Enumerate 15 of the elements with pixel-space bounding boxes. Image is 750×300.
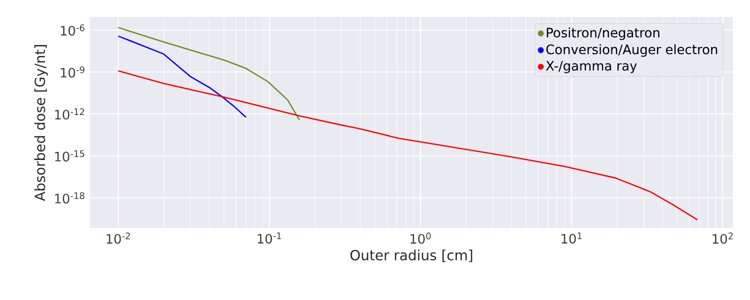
x-tick-label: 10$^{2}$ (712, 232, 733, 244)
y-tick-label: 10$^{-9}$ (60, 66, 84, 78)
y-tick-label: 10$^{-12}$ (55, 108, 84, 120)
x-tick-label: 10$^{-1}$ (258, 232, 282, 244)
legend-label: X-/gamma ray (546, 61, 637, 74)
y-axis-title: Absorbed dose [Gy/nt] (34, 45, 48, 202)
legend-label: Conversion/Auger electron (546, 44, 718, 57)
y-tick-label: 10$^{-15}$ (55, 150, 84, 162)
x-tick-label: 10$^{1}$ (562, 232, 582, 244)
legend-label: Positron/negatron (546, 28, 660, 40)
x-axis-title: Outer radius [cm] (350, 250, 472, 262)
y-tick-label: 10$^{-6}$ (60, 24, 84, 36)
x-tick-label: 10$^{0}$ (410, 232, 431, 244)
y-tick-label: 10$^{-18}$ (55, 192, 84, 204)
x-tick-label: 10$^{-2}$ (106, 232, 130, 244)
